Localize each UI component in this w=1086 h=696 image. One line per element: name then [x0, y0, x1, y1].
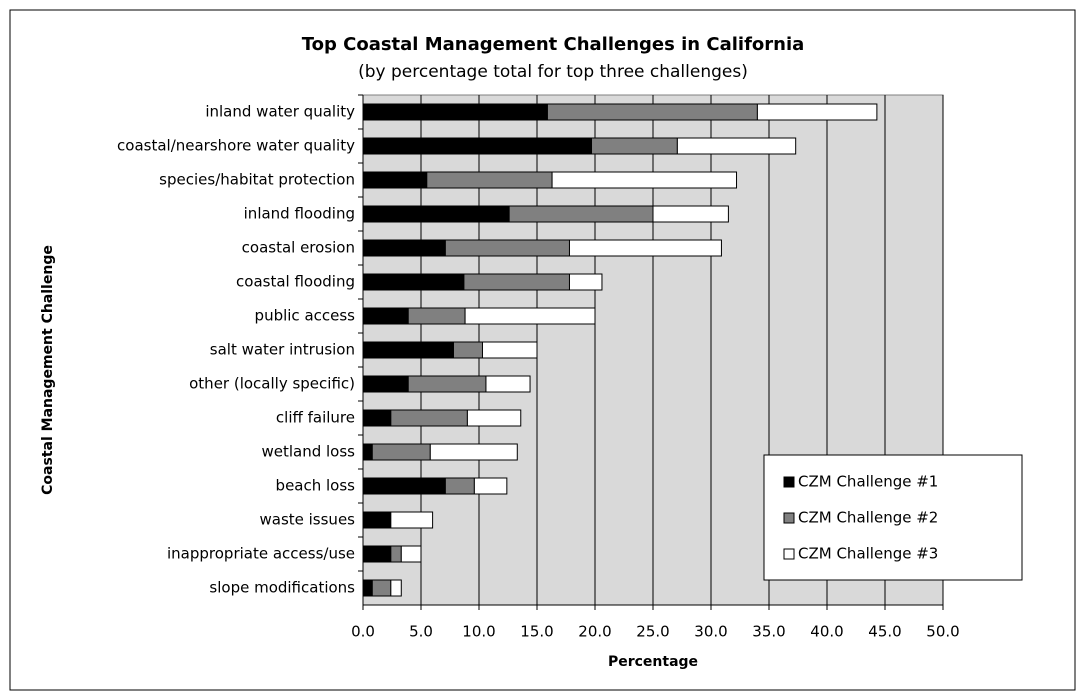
- x-tick-label: 20.0: [578, 623, 611, 641]
- bar-segment: [463, 273, 570, 291]
- y-tick-label: inland flooding: [244, 205, 355, 223]
- bar-segment: [371, 579, 392, 597]
- bar-segment: [676, 137, 797, 155]
- bar-segment: [362, 579, 373, 597]
- bar-segment: [362, 375, 409, 393]
- y-tick-label: wetland loss: [261, 443, 355, 461]
- legend-swatch: [783, 476, 795, 488]
- bar-segment: [407, 375, 487, 393]
- bar-segment: [362, 103, 548, 121]
- bar-segment: [362, 307, 409, 325]
- bar-segment: [481, 341, 538, 359]
- y-tick-label: salt water intrusion: [210, 341, 355, 359]
- y-axis-title: Coastal Management Challenge: [40, 245, 56, 495]
- bar-segment: [362, 341, 454, 359]
- x-tick-label: 5.0: [409, 623, 433, 641]
- bar-segment: [390, 545, 402, 563]
- bar-segment: [362, 511, 392, 529]
- x-tick-label: 0.0: [351, 623, 375, 641]
- x-tick-label: 15.0: [520, 623, 553, 641]
- legend-box: [763, 454, 1023, 581]
- bar-segment: [473, 477, 508, 495]
- bar-segment: [452, 341, 483, 359]
- bar-segment: [652, 205, 729, 223]
- bar-segment: [362, 443, 373, 461]
- x-tick-label: 30.0: [694, 623, 727, 641]
- bar-segment: [444, 239, 570, 257]
- bar-segment: [407, 307, 466, 325]
- y-tick-label: waste issues: [259, 511, 355, 529]
- bar-segment: [362, 545, 392, 563]
- bar-segment: [362, 477, 446, 495]
- legend-swatch: [783, 512, 795, 524]
- chart-subtitle: (by percentage total for top three chall…: [358, 62, 748, 82]
- bar-segment: [568, 239, 722, 257]
- bar-segment: [362, 409, 392, 427]
- legend-label: CZM Challenge #2: [798, 509, 938, 527]
- y-tick-label: coastal/nearshore water quality: [117, 137, 355, 155]
- x-tick-label: 25.0: [636, 623, 669, 641]
- bar-segment: [390, 409, 468, 427]
- bar-segment: [591, 137, 678, 155]
- y-tick-label: inappropriate access/use: [167, 545, 355, 563]
- bar-segment: [426, 171, 553, 189]
- y-tick-label: inland water quality: [205, 103, 355, 121]
- bar-segment: [362, 171, 428, 189]
- bar-segment: [756, 103, 878, 121]
- legend-label: CZM Challenge #3: [798, 545, 938, 563]
- bar-segment: [466, 409, 522, 427]
- bar-segment: [508, 205, 654, 223]
- bar-segment: [362, 239, 446, 257]
- y-tick-label: cliff failure: [276, 409, 355, 427]
- x-tick-label: 45.0: [868, 623, 901, 641]
- y-tick-label: public access: [255, 307, 356, 325]
- bar-segment: [362, 137, 593, 155]
- bar-segment: [444, 477, 475, 495]
- x-tick-label: 40.0: [810, 623, 843, 641]
- bar-segment: [362, 205, 510, 223]
- bar-segment: [429, 443, 518, 461]
- chart-title: Top Coastal Management Challenges in Cal…: [302, 34, 805, 55]
- bar-segment: [390, 511, 434, 529]
- bar-segment: [551, 171, 738, 189]
- bar-segment: [362, 273, 465, 291]
- y-tick-label: slope modifications: [209, 579, 355, 597]
- bar-segment: [546, 103, 758, 121]
- x-axis-title: Percentage: [608, 654, 698, 670]
- x-tick-label: 35.0: [752, 623, 785, 641]
- x-tick-label: 50.0: [926, 623, 959, 641]
- legend-swatch: [783, 548, 795, 560]
- y-tick-label: coastal flooding: [236, 273, 355, 291]
- y-tick-label: other (locally specific): [189, 375, 355, 393]
- bar-segment: [390, 579, 402, 597]
- x-tick-label: 10.0: [462, 623, 495, 641]
- bar-segment: [464, 307, 596, 325]
- bar-segment: [371, 443, 431, 461]
- y-tick-label: coastal erosion: [242, 239, 355, 257]
- y-tick-label: species/habitat protection: [159, 171, 355, 189]
- bar-segment: [485, 375, 531, 393]
- y-tick-label: beach loss: [276, 477, 356, 495]
- legend-label: CZM Challenge #1: [798, 473, 938, 491]
- bar-segment: [568, 273, 603, 291]
- bar-segment: [400, 545, 422, 563]
